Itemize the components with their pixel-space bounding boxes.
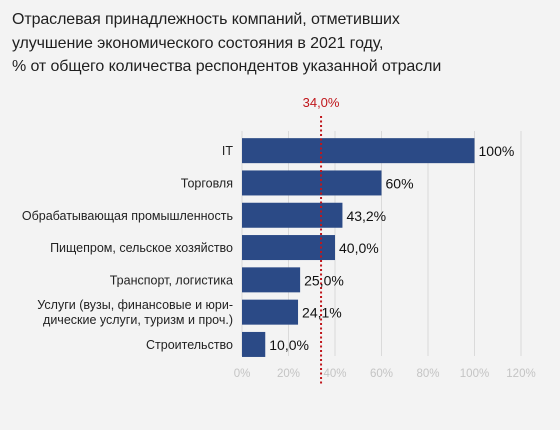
bar (242, 331, 266, 357)
reference-line-group: 34,0% (303, 95, 340, 386)
bar (242, 267, 301, 293)
bar (242, 299, 299, 325)
category-label: дические услуги, туризм и проч.) (43, 313, 233, 327)
x-tick-label: 100% (460, 368, 489, 380)
bar (242, 235, 335, 261)
x-tick-label: 60% (370, 368, 393, 380)
reference-line-label: 34,0% (303, 95, 340, 110)
value-label: 25,0% (304, 272, 344, 288)
value-label: 40,0% (339, 240, 379, 256)
value-label: 60% (386, 175, 414, 191)
chart-title-line-2: улучшение экономического состояния в 202… (12, 34, 384, 52)
bar (242, 170, 382, 196)
category-label: Обрабатывающая промышленность (22, 209, 233, 223)
chart-title-line-1: Отраслевая принадлежность компаний, отме… (12, 11, 400, 28)
bar (242, 138, 475, 164)
category-label: Пищепром, сельское хозяйство (50, 241, 233, 255)
category-label: Строительство (146, 338, 233, 352)
category-label: Услуги (вузы, финансовые и юри- (37, 298, 233, 312)
category-labels: IT Торговля Обрабатывающая промышленность П… (22, 144, 233, 352)
value-labels: 100% 60% 43,2% 40,0% 25,0% 24,1% 10,0% (269, 143, 514, 353)
bars (242, 138, 475, 357)
bar (242, 202, 343, 228)
chart-title: Отраслевая принадлежность компаний, отме… (12, 8, 548, 79)
x-tick-label: 80% (416, 368, 439, 380)
x-tick-label: 40% (323, 368, 346, 380)
x-tick-label: 120% (506, 368, 535, 380)
x-tick-labels: 0% 20% 40% 60% 80% 100% 120% (234, 368, 536, 380)
x-tick-label: 20% (277, 368, 300, 380)
value-label: 100% (479, 143, 515, 159)
category-label: Транспорт, логистика (110, 273, 233, 287)
category-label: IT (222, 144, 233, 158)
value-label: 43,2% (346, 208, 386, 224)
chart-title-line-3: % от общего количества респондентов указ… (12, 58, 442, 75)
value-label: 10,0% (269, 337, 309, 353)
category-label: Торговля (181, 176, 233, 190)
value-label: 24,1% (302, 305, 342, 321)
x-tick-label: 0% (234, 368, 251, 380)
